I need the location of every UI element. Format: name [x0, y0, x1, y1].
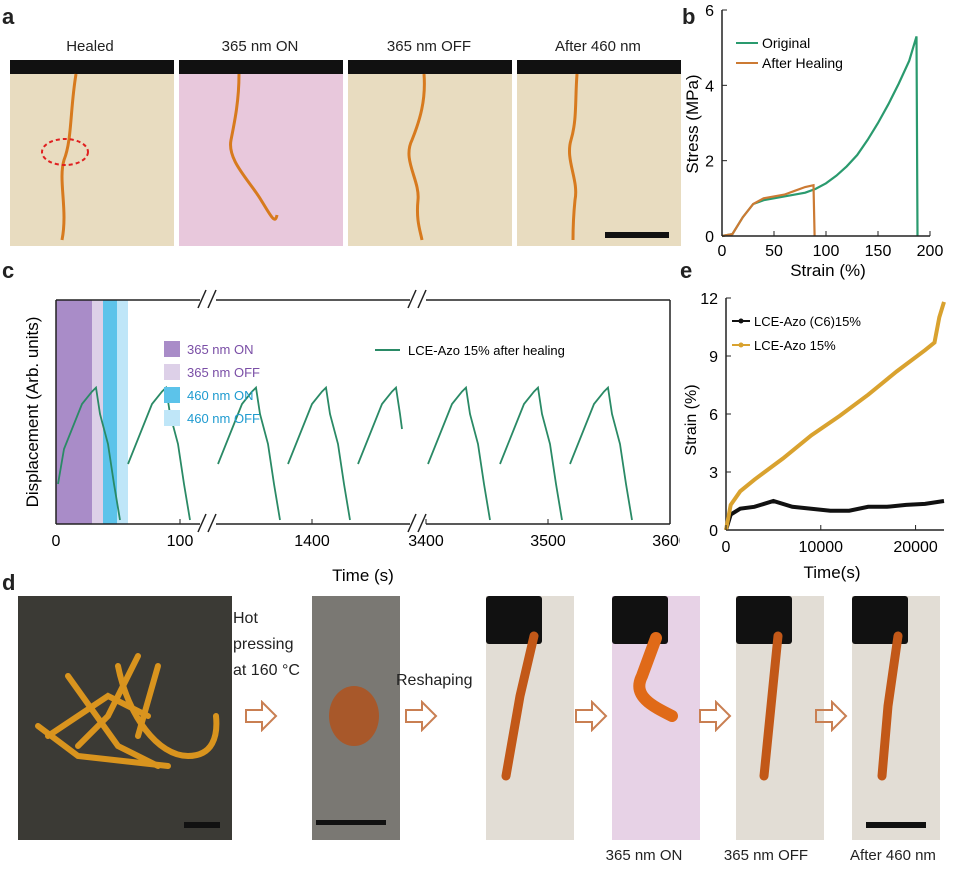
- photo-disk: [312, 596, 400, 840]
- caption-healed: Healed: [66, 38, 114, 55]
- c-cycle-4: [357, 385, 403, 465]
- c-cycle-6: [499, 385, 563, 521]
- b-legend-healing: After Healing: [762, 55, 843, 71]
- panel-d-letter: d: [2, 570, 16, 595]
- b-ytick-label: 2: [705, 154, 714, 171]
- step-hot: Hot: [233, 610, 258, 627]
- b-xtick-label: 50: [765, 243, 783, 260]
- e-xtick-label: 10000: [799, 539, 844, 556]
- b-xtick-label: 150: [865, 243, 892, 260]
- c-xtick-label: 0: [52, 533, 61, 550]
- photo-d-365-off: [736, 596, 824, 840]
- b-xtick-label: 100: [813, 243, 840, 260]
- e-ytick-label: 6: [709, 407, 718, 424]
- panel-c-letter: c: [2, 258, 15, 283]
- scale-bar: [605, 232, 669, 238]
- c-legend-460-off: 460 nm OFF: [187, 411, 260, 426]
- scale-bar: [316, 820, 386, 825]
- caption-after-460: After 460 nm: [555, 38, 641, 55]
- e-ytick-label: 9: [709, 349, 718, 366]
- arrow-icon: [699, 700, 732, 732]
- e-legend-c6: LCE-Azo (C6)15%: [754, 314, 861, 329]
- c-cycle-5: [427, 385, 491, 521]
- c-cycle-2: [217, 385, 281, 521]
- caption-d-365-on: 365 nm ON: [605, 847, 683, 864]
- band-365-on: [56, 300, 92, 524]
- scale-bar: [184, 822, 220, 828]
- c-legend-460-on: 460 nm ON: [187, 388, 253, 403]
- c-xtick-label: 3500: [530, 533, 566, 550]
- photo-d-365-on: [612, 596, 700, 840]
- arrow-icon: [405, 700, 438, 732]
- e-series-1: [724, 301, 946, 531]
- panel-b-letter: b: [682, 4, 696, 29]
- photo-d-after-460: [852, 596, 940, 840]
- photo-365-on: [179, 60, 343, 246]
- c-legend-365-off: 365 nm OFF: [187, 365, 260, 380]
- caption-365-on: 365 nm ON: [221, 38, 299, 55]
- c-xlabel: Time (s): [332, 566, 394, 585]
- band-365-off: [92, 300, 103, 524]
- e-ytick-label: 3: [709, 465, 718, 482]
- photo-reshaped: [486, 596, 574, 840]
- e-legend: LCE-Azo (C6)15% LCE-Azo 15%: [732, 314, 861, 353]
- b-ytick-label: 0: [705, 229, 714, 246]
- healed-mark-circle: [41, 138, 89, 166]
- caption-365-off: 365 nm OFF: [386, 38, 472, 55]
- c-legend-series: LCE-Azo 15% after healing: [408, 343, 565, 358]
- arrow-icon: [575, 700, 608, 732]
- photo-healed: [10, 60, 174, 246]
- panel-e-letter: e: [680, 258, 693, 283]
- arrow-icon: [815, 700, 848, 732]
- c-cycle-1: [127, 385, 191, 521]
- e-series-0: [724, 498, 945, 531]
- c-xtick-label: 1400: [294, 533, 330, 550]
- scale-bar: [866, 822, 926, 828]
- e-ytick-label: 12: [700, 291, 718, 308]
- e-xtick-label: 0: [722, 539, 731, 556]
- c-xtick-label: 3600: [652, 533, 680, 550]
- b-xtick-label: 0: [718, 243, 727, 260]
- step-reshaping: Reshaping: [396, 672, 473, 689]
- b-ytick-label: 6: [705, 3, 714, 20]
- c-legend-365-on: 365 nm ON: [187, 342, 253, 357]
- panel-a-letter: a: [2, 4, 15, 29]
- b-series-1: [721, 183, 816, 238]
- c-cycle-0: [57, 385, 121, 521]
- holder: [10, 60, 174, 74]
- c-band-legend: 365 nm ON 365 nm OFF 460 nm ON 460 nm OF…: [164, 341, 260, 426]
- b-xlabel: Strain (%): [790, 261, 866, 280]
- b-ytick-label: 4: [705, 78, 714, 95]
- c-xtick-label: 3400: [408, 533, 444, 550]
- fiber: [60, 73, 78, 241]
- chart-e: 0 10000 20000 0 3 6 9 12 Time(s) Strain (%) LC…: [683, 291, 946, 582]
- b-legend-original: Original: [762, 35, 810, 51]
- caption-d-365-off: 365 nm OFF: [723, 847, 809, 864]
- c-cycle-7: [569, 385, 633, 521]
- b-ylabel: Stress (MPa): [683, 74, 702, 173]
- e-ytick-label: 0: [709, 523, 718, 540]
- chart-b: 0 50 100 150 200 0 2 4 6 Strain (%) Stress (MPa…: [683, 3, 944, 280]
- e-ylabel: Strain (%): [683, 384, 700, 455]
- photo-after-460: [517, 60, 681, 246]
- c-cycle-3: [287, 385, 351, 521]
- b-legend: Original After Healing: [736, 35, 843, 71]
- band-460-on: [103, 300, 117, 524]
- e-xlabel: Time(s): [804, 563, 861, 582]
- b-xtick-label: 200: [917, 243, 944, 260]
- caption-d-after-460: After 460 nm: [850, 847, 936, 864]
- c-ylabel: Displacement (Arb. units): [23, 317, 42, 508]
- photo-strips: [18, 596, 232, 840]
- step-pressing: pressing: [233, 636, 294, 653]
- e-legend-15: LCE-Azo 15%: [754, 338, 836, 353]
- chart-c: 0 100 1400 3400 3500 3600 Time (s) Displaceme…: [23, 289, 680, 585]
- e-xtick-label: 20000: [893, 539, 938, 556]
- step-temperature: at 160 °C: [233, 662, 300, 679]
- c-xtick-label: 100: [167, 533, 194, 550]
- photo-365-off: [348, 60, 512, 246]
- arrow-icon: [245, 700, 278, 732]
- band-460-off: [117, 300, 128, 524]
- c-series-legend: LCE-Azo 15% after healing: [375, 343, 565, 358]
